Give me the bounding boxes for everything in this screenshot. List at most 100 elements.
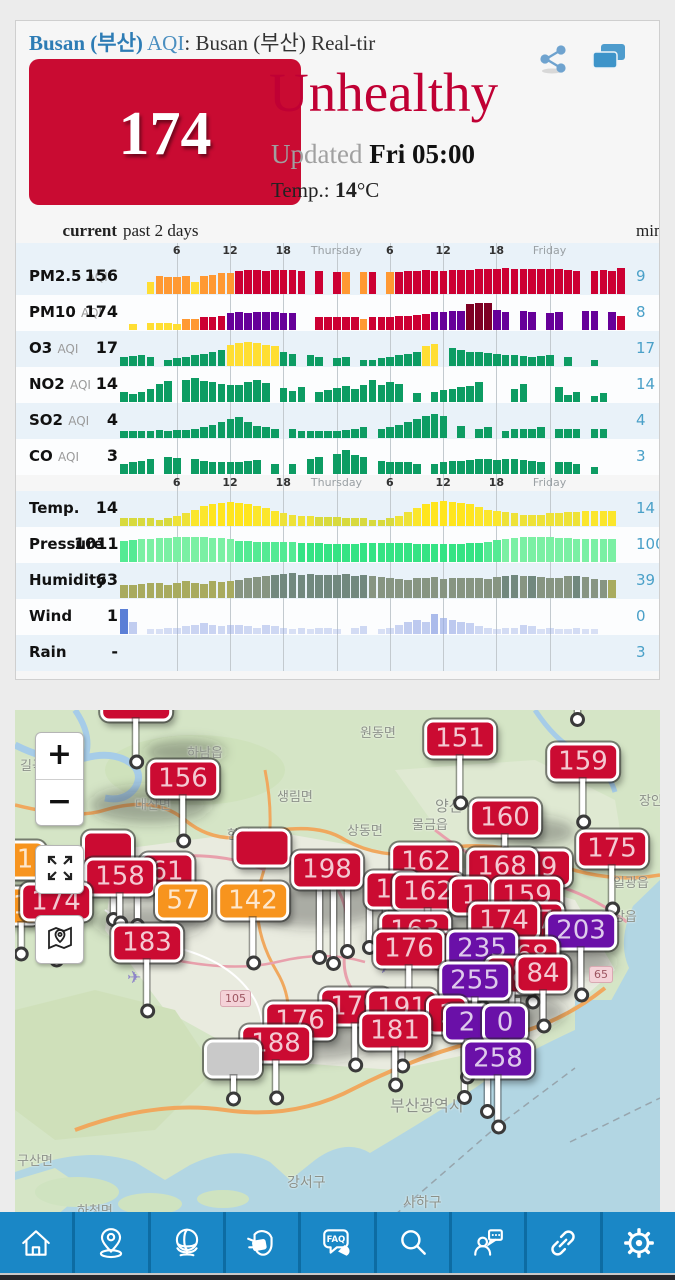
aqi-station-marker[interactable]: 157 bbox=[100, 710, 172, 770]
reading-row-no2[interactable]: NO2 AQI 14 14 bbox=[16, 367, 659, 403]
city-link[interactable]: Busan (부산) bbox=[29, 31, 143, 55]
nav-globe-button[interactable] bbox=[150, 1212, 223, 1273]
chart-bar bbox=[333, 517, 341, 526]
chart-gridline bbox=[336, 475, 338, 491]
aqi-station-marker[interactable]: 158 bbox=[84, 857, 156, 931]
chart-bar bbox=[377, 542, 386, 562]
chart-bar bbox=[235, 270, 244, 294]
chart-bar bbox=[519, 537, 528, 562]
aqi-station-marker[interactable]: 159 bbox=[547, 742, 619, 830]
chart-bar bbox=[173, 582, 181, 598]
chart-bar bbox=[315, 356, 323, 366]
chart-bar bbox=[359, 384, 368, 402]
chart-bar bbox=[137, 518, 146, 526]
chart-gridline bbox=[496, 635, 498, 671]
aqi-station-marker[interactable]: 151 bbox=[424, 719, 496, 811]
chart-bar bbox=[475, 352, 483, 366]
aqi-station-marker[interactable]: 156 bbox=[147, 759, 219, 849]
reading-row-so2[interactable]: SO2 AQI 4 4 bbox=[16, 403, 659, 439]
nav-link-button[interactable] bbox=[527, 1212, 600, 1273]
aqi-station-marker[interactable]: 198 bbox=[291, 850, 363, 890]
zoom-in-button[interactable]: + bbox=[36, 733, 83, 780]
chart-gridline bbox=[336, 491, 338, 527]
chart-bar bbox=[155, 323, 164, 330]
chart-bar bbox=[448, 461, 457, 474]
chart-bar bbox=[368, 542, 377, 562]
nav-location-button[interactable] bbox=[75, 1212, 148, 1273]
marker-stem bbox=[135, 888, 140, 922]
reading-name: PM10 AQI bbox=[29, 303, 103, 321]
chart-bar bbox=[528, 626, 537, 634]
chart-bar bbox=[199, 537, 208, 562]
nav-faq-button[interactable]: FAQ bbox=[301, 1212, 374, 1273]
reading-row-temp[interactable]: Temp. 14 14 bbox=[16, 491, 659, 527]
aqi-station-marker[interactable]: 142 bbox=[217, 881, 289, 971]
chart-bar bbox=[226, 272, 235, 294]
chart-bar bbox=[368, 576, 377, 598]
nav-search-button[interactable] bbox=[376, 1212, 449, 1273]
marker-pin bbox=[347, 1057, 363, 1073]
chart-bar bbox=[342, 574, 350, 598]
reading-row-pm10[interactable]: PM10 AQI 174 8 bbox=[16, 295, 659, 331]
chart-bar bbox=[421, 313, 430, 330]
aqi-station-marker[interactable]: 181 bbox=[359, 1011, 431, 1093]
reading-row-wind[interactable]: Wind 1 0 bbox=[16, 599, 659, 635]
chart-bar bbox=[404, 353, 412, 366]
marker-stem bbox=[495, 1075, 501, 1124]
marker-stem bbox=[331, 886, 336, 960]
reading-row-pm25[interactable]: PM2.5 AQI 156 9 bbox=[16, 259, 659, 295]
chart-bar bbox=[448, 543, 457, 562]
fullscreen-button[interactable] bbox=[35, 845, 84, 894]
reading-current-value: 3 bbox=[106, 446, 118, 465]
reading-name: Temp. bbox=[29, 499, 80, 517]
aqi-station-marker[interactable] bbox=[233, 828, 291, 868]
share-icon[interactable] bbox=[537, 43, 571, 75]
zoom-out-button[interactable]: − bbox=[46, 784, 73, 819]
chart-bar bbox=[333, 629, 341, 634]
reading-row-pressure[interactable]: Pressure 1011 100 bbox=[16, 527, 659, 563]
chart-bar bbox=[164, 537, 173, 562]
aqi-station-marker[interactable]: 57 bbox=[155, 881, 211, 921]
chart-bar bbox=[395, 383, 403, 402]
aqi-link[interactable]: AQI bbox=[147, 31, 185, 55]
aqi-station-marker[interactable]: 0 bbox=[482, 1003, 528, 1079]
aqi-station-marker[interactable]: 160 bbox=[469, 798, 541, 862]
reading-row-co[interactable]: CO AQI 3 3 bbox=[16, 439, 659, 475]
chart-bar bbox=[368, 359, 377, 366]
chart-gridline bbox=[443, 367, 445, 403]
chart-bar bbox=[421, 504, 430, 526]
reading-row-o3[interactable]: O3 AQI 17 17 bbox=[16, 331, 659, 367]
chart-bar bbox=[492, 268, 501, 294]
aqi-station-marker[interactable]: 183 bbox=[111, 923, 183, 1019]
axis-tick-label: 18 bbox=[488, 476, 505, 489]
chart-gridline bbox=[336, 635, 338, 671]
chart-bar bbox=[484, 541, 492, 562]
aqi-station-marker[interactable]: 175 bbox=[576, 829, 648, 917]
chart-gridline bbox=[389, 295, 391, 331]
reading-row-humidity[interactable]: Humidity 63 39 bbox=[16, 563, 659, 599]
chart-bar bbox=[288, 270, 297, 294]
marker-stem bbox=[540, 990, 546, 1023]
chart-bar bbox=[599, 579, 608, 598]
aqi-map[interactable]: 길곡면하남읍원동면생림면대산면한림면양산시물금읍상동면장안일광읍기장읍부산광역시… bbox=[15, 710, 660, 1215]
chart-bar bbox=[581, 310, 590, 330]
chart-gridline bbox=[230, 439, 231, 475]
chart-bar bbox=[475, 626, 483, 634]
chart-bar bbox=[359, 626, 368, 634]
aqi-station-marker[interactable] bbox=[204, 1039, 262, 1107]
chart-bar bbox=[315, 456, 323, 474]
aqi-station-marker[interactable]: 84 bbox=[515, 954, 571, 1034]
reading-row-rain[interactable]: Rain - 3 bbox=[16, 635, 659, 671]
chart-bar bbox=[128, 462, 137, 474]
nav-settings-button[interactable] bbox=[602, 1212, 675, 1273]
aqi-station-marker[interactable]: 176 bbox=[373, 929, 445, 1021]
nav-home-button[interactable] bbox=[0, 1212, 73, 1273]
map-legend-button[interactable] bbox=[35, 915, 84, 964]
aqi-station-marker[interactable]: 258 bbox=[462, 1039, 534, 1135]
windows-copy-icon[interactable] bbox=[589, 41, 629, 75]
chart-bar bbox=[235, 312, 244, 330]
chart-bar bbox=[590, 539, 599, 562]
chart-bar bbox=[288, 390, 297, 402]
nav-feedback-button[interactable] bbox=[451, 1212, 525, 1273]
nav-mask-button[interactable] bbox=[225, 1212, 299, 1273]
